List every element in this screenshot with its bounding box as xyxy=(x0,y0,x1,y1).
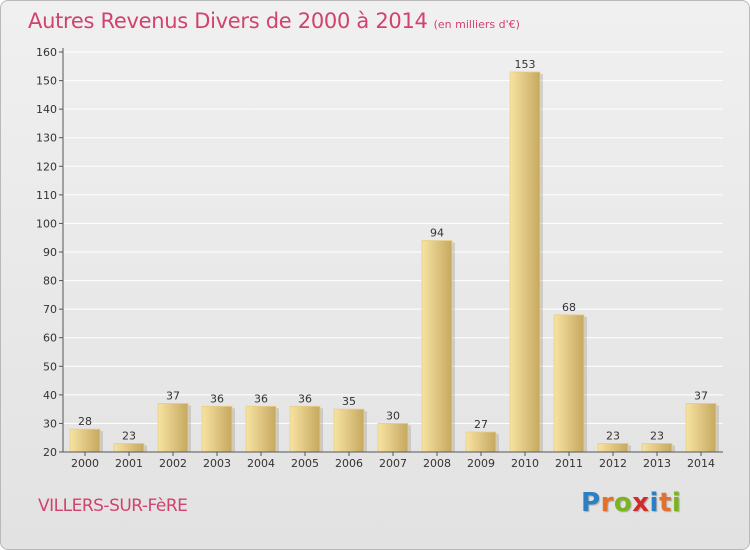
bar-value-label: 23 xyxy=(606,429,620,442)
bar xyxy=(157,403,189,453)
x-tick-label: 2011 xyxy=(555,457,583,470)
bar xyxy=(69,428,101,453)
x-tick-label: 2007 xyxy=(379,457,407,470)
bar-value-label: 94 xyxy=(430,227,444,240)
logo-letter: r xyxy=(600,488,614,518)
axis-layer: 20 30 40 50 60 70 80 90 100 110 120 130 140 150 160 28 2… xyxy=(36,46,723,470)
x-tick-label: 2012 xyxy=(599,457,627,470)
bar-value-label: 37 xyxy=(166,389,180,402)
bar-value-label: 28 xyxy=(78,415,92,428)
logo-letter: P xyxy=(581,488,601,518)
y-tick-label: 160 xyxy=(36,46,57,59)
y-tick-label: 130 xyxy=(36,132,57,145)
logo-letter: i xyxy=(671,488,682,518)
x-tick-label: 2010 xyxy=(511,457,539,470)
chart-title: Autres Revenus Divers de 2000 à 2014 (en … xyxy=(28,9,520,33)
x-tick-label: 2000 xyxy=(71,457,99,470)
bar xyxy=(421,240,453,453)
logo-letter: o xyxy=(613,488,633,518)
x-tick-label: 2013 xyxy=(643,457,671,470)
bar xyxy=(113,443,145,453)
bar-value-label: 36 xyxy=(298,392,312,405)
bar xyxy=(333,408,365,453)
y-tick-label: 60 xyxy=(43,332,57,345)
bar-value-label: 36 xyxy=(254,392,268,405)
y-tick-label: 20 xyxy=(43,446,57,459)
bar-value-label: 68 xyxy=(562,301,576,314)
x-tick-label: 2003 xyxy=(203,457,231,470)
bar-value-label: 23 xyxy=(650,429,664,442)
commune-name: VILLERS-SUR-FèRE xyxy=(38,496,188,516)
bar-value-label: 23 xyxy=(122,429,136,442)
y-tick-label: 140 xyxy=(36,103,57,116)
x-tick-label: 2005 xyxy=(291,457,319,470)
x-tick-label: 2001 xyxy=(115,457,143,470)
bar-value-label: 27 xyxy=(474,418,488,431)
x-tick-label: 2002 xyxy=(159,457,187,470)
grid-layer xyxy=(63,51,723,453)
x-tick-label: 2008 xyxy=(423,457,451,470)
y-tick-label: 100 xyxy=(36,217,57,230)
bar xyxy=(685,403,717,453)
bar xyxy=(289,405,321,453)
bar xyxy=(597,443,629,453)
bar xyxy=(509,71,541,453)
y-tick-label: 30 xyxy=(43,417,57,430)
chart-subtitle: (en milliers d'€) xyxy=(433,18,520,31)
x-tick-label: 2004 xyxy=(247,457,275,470)
chart-title-text: Autres Revenus Divers de 2000 à 2014 xyxy=(28,9,428,33)
logo-letter: x xyxy=(632,488,650,518)
y-tick-label: 110 xyxy=(36,189,57,202)
x-tick-label: 2009 xyxy=(467,457,495,470)
y-tick-label: 90 xyxy=(43,246,57,259)
x-tick-label: 2006 xyxy=(335,457,363,470)
bars-layer xyxy=(69,71,719,453)
bar xyxy=(201,405,233,453)
bar xyxy=(245,405,277,453)
y-tick-label: 80 xyxy=(43,275,57,288)
y-tick-label: 120 xyxy=(36,160,57,173)
y-tick-label: 150 xyxy=(36,75,57,88)
bar-value-label: 35 xyxy=(342,395,356,408)
bar xyxy=(553,314,585,453)
x-tick-label: 2014 xyxy=(687,457,715,470)
bar-value-label: 37 xyxy=(694,389,708,402)
y-tick-label: 70 xyxy=(43,303,57,316)
bar xyxy=(641,443,673,453)
logo-letter: i xyxy=(649,488,659,518)
proxiti-logo: Proxiti xyxy=(581,488,681,518)
bar-value-label: 36 xyxy=(210,392,224,405)
logo-letter: t xyxy=(658,488,672,518)
bar xyxy=(377,423,409,453)
y-tick-label: 40 xyxy=(43,389,57,402)
bar-value-label: 153 xyxy=(515,58,536,71)
bar-value-label: 30 xyxy=(386,409,400,422)
y-tick-label: 50 xyxy=(43,360,57,373)
bar xyxy=(465,431,497,453)
